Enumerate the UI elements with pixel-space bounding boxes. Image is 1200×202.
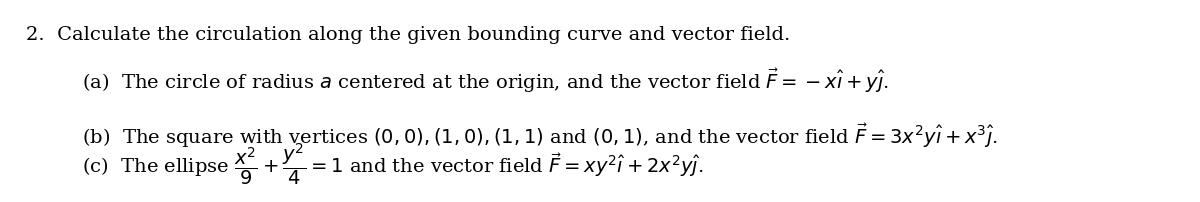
Text: (c)  The ellipse $\dfrac{x^2}{9} + \dfrac{y^2}{4} = 1$ and the vector field $\ve: (c) The ellipse $\dfrac{x^2}{9} + \dfrac… [82,140,703,186]
Text: (a)  The circle of radius $a$ centered at the origin, and the vector field $\vec: (a) The circle of radius $a$ centered at… [82,67,889,95]
Text: (b)  The square with vertices $(0,0),(1,0),(1,1)$ and $(0,1)$, and the vector fi: (b) The square with vertices $(0,0),(1,0… [82,121,997,149]
Text: 2.  Calculate the circulation along the given bounding curve and vector field.: 2. Calculate the circulation along the g… [26,26,791,44]
